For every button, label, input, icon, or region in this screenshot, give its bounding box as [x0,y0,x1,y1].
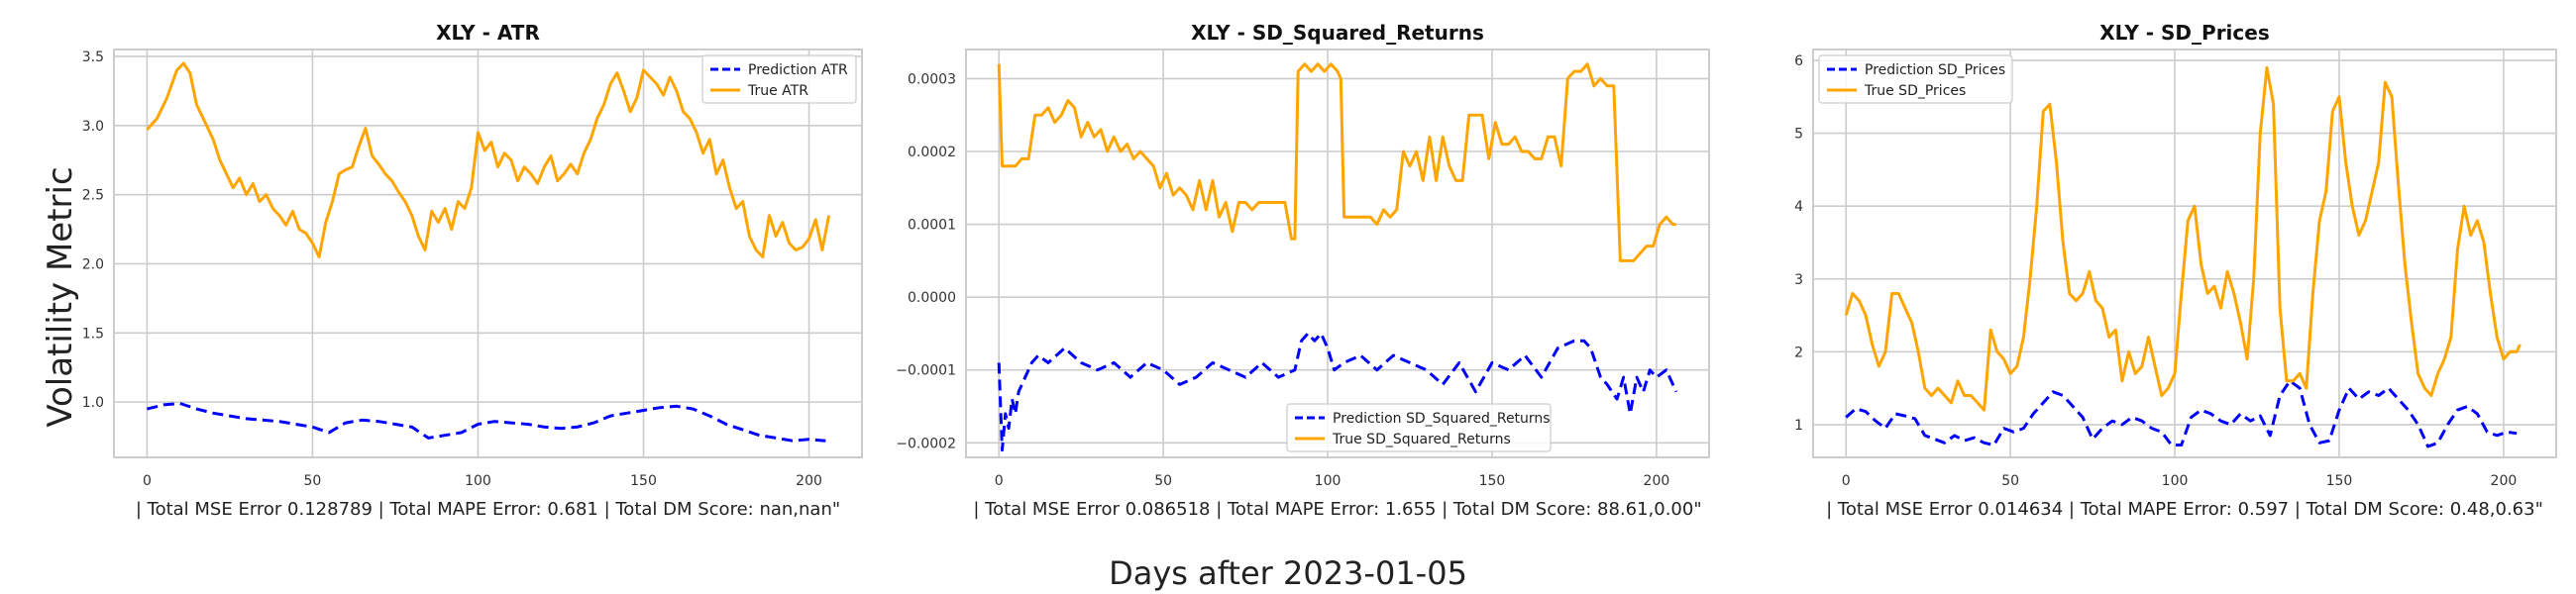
x-tick-label: 50 [304,473,322,489]
legend-box [1286,403,1552,452]
y-tick-label: 0.0001 [908,218,956,234]
y-tick-label: 0.0000 [908,290,956,306]
y-tick-label: 2.5 [82,188,104,204]
legend: Prediction SD_Squared_Returns True SD_Squ… [1286,403,1552,452]
x-tick-label: 200 [796,473,822,489]
prediction-series-line [147,402,826,443]
x-tick-label: 200 [2491,473,2518,489]
plot-frame [113,49,863,458]
y-tick-label: 5 [1794,127,1803,143]
chart-xlabel: | Total MSE Error 0.128789 | Total MAPE … [136,499,840,520]
legend-box [1818,54,2013,104]
y-tick-label: −0.0001 [896,363,956,379]
y-tick-label: 1.0 [82,395,104,411]
chart-panel-1: 0 50 100 150 200 1.0 1.5 2.0 2.5 3.0 3.5 XLY - ATR |… [82,21,863,520]
legend-label: Prediction SD_Squared_Returns [1333,411,1551,427]
prediction-series-line [1845,379,2518,448]
x-tick-label: 100 [2162,473,2189,489]
true-series-line [1844,65,2522,412]
y-tick-label: 3.0 [82,119,104,135]
legend: Prediction ATR True ATR [701,54,857,104]
plot-area [966,50,1709,457]
chart-panel-3: 0 50 100 150 200 1 2 3 4 5 6 XLY - SD_Prices | Total… [1794,21,2557,520]
figure-xlabel: Days after 2023-01-05 [1109,554,1467,592]
chart-panel-2: 0 50 100 150 200 −0.0002 −0.0001 0.0000 0.0001 0.… [896,21,1710,520]
legend-label: Prediction ATR [748,62,848,78]
x-tick-label: 50 [1154,473,1172,489]
legend-label: True SD_Squared_Returns [1332,432,1511,447]
chart-title: XLY - SD_Prices [2099,21,2269,45]
y-tick-label: 2.0 [82,256,104,272]
prediction-series-line [997,332,1678,452]
x-tick-label: 200 [1644,473,1670,489]
true-series-line [146,61,831,258]
x-tick-label: 0 [1842,473,1851,489]
y-tick-label: 1 [1794,418,1803,434]
x-tick-label: 0 [143,473,152,489]
x-tick-label: 50 [2001,473,2019,489]
x-tick-label: 0 [995,473,1004,489]
legend-label: Prediction SD_Prices [1865,62,2005,78]
plot-frame [1812,49,2557,458]
legend: Prediction SD_Prices True SD_Prices [1818,54,2013,104]
x-tick-label: 150 [1479,473,1506,489]
chart-title: XLY - SD_Squared_Returns [1191,21,1484,45]
legend-label: True SD_Prices [1864,83,1966,99]
legend-box [701,54,857,104]
chart-title: XLY - ATR [436,21,540,45]
y-tick-label: 3 [1794,272,1803,288]
legend-label: True ATR [747,83,808,99]
y-tick-label: 2 [1794,345,1803,360]
chart-xlabel: | Total MSE Error 0.086518 | Total MAPE … [973,499,1701,520]
plot-frame [965,49,1710,458]
y-tick-label: 1.5 [82,326,104,342]
x-tick-label: 150 [630,473,657,489]
x-tick-label: 100 [465,473,491,489]
y-tick-label: 3.5 [82,50,104,65]
true-series-line [997,62,1676,262]
x-tick-label: 100 [1315,473,1342,489]
y-tick-label: 0.0003 [908,71,956,87]
figure-ylabel: Volatility Metric [41,166,80,427]
x-tick-label: 150 [2326,473,2353,489]
y-tick-label: 4 [1794,199,1803,215]
chart-xlabel: | Total MSE Error 0.014634 | Total MAPE … [1826,499,2543,520]
y-tick-label: 0.0002 [908,145,956,160]
y-tick-label: −0.0002 [896,436,956,451]
y-tick-label: 6 [1794,53,1803,69]
plot-area [114,50,862,457]
